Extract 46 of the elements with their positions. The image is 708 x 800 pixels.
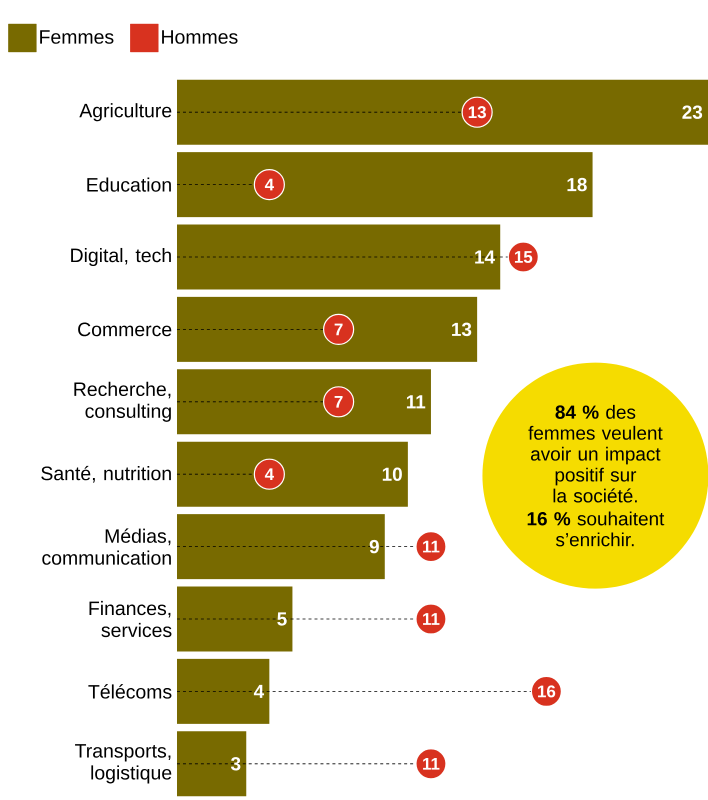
bar bbox=[176, 152, 593, 218]
data-label: 4 bbox=[264, 178, 274, 190]
data-label: 4 bbox=[264, 468, 274, 480]
y-tick-label: Santé, nutrition bbox=[41, 466, 171, 483]
bar bbox=[176, 296, 478, 362]
data-label: 5 bbox=[277, 612, 287, 626]
bar bbox=[176, 731, 246, 796]
y-tick-label: Agriculture bbox=[79, 103, 172, 122]
y-tick-label: Commerce bbox=[78, 322, 172, 336]
data-label: 3 bbox=[230, 757, 240, 771]
bar bbox=[176, 514, 385, 580]
data-label: 4 bbox=[254, 684, 264, 698]
point bbox=[323, 314, 354, 345]
bar bbox=[176, 442, 408, 507]
data-label: 7 bbox=[334, 396, 343, 408]
data-label: 10 bbox=[382, 468, 402, 481]
y-tick-label: Digital, tech bbox=[71, 248, 171, 266]
data-label: 11 bbox=[423, 758, 440, 770]
data-label: 11 bbox=[406, 395, 426, 408]
point bbox=[323, 386, 354, 418]
bar bbox=[176, 80, 708, 145]
data-label: 11 bbox=[423, 540, 440, 552]
annotation: 16 % souhaitent s’enrichir. bbox=[528, 512, 664, 546]
y-tick-label: Recherche, consulting bbox=[74, 382, 171, 422]
data-label: 13 bbox=[452, 322, 472, 336]
data-label: 14 bbox=[475, 250, 495, 264]
bar bbox=[176, 224, 500, 290]
y-tick-label: Médias, communication bbox=[42, 528, 171, 565]
bar bbox=[176, 369, 431, 434]
y-tick-label: Transports, logistique bbox=[75, 744, 172, 784]
data-label: 7 bbox=[334, 324, 343, 336]
y-tick-label: Télécoms bbox=[88, 684, 172, 699]
legend-label: Femmes bbox=[40, 30, 114, 44]
y-tick-label: Finances, services bbox=[90, 600, 172, 638]
annotation: 84 % des femmes veulent avoir un impact positif sur la société. bbox=[528, 404, 663, 503]
data-label: 11 bbox=[423, 613, 440, 625]
bar bbox=[176, 658, 270, 724]
data-label: 18 bbox=[568, 178, 587, 192]
y-tick-label: Education bbox=[87, 177, 171, 192]
data-label: 23 bbox=[682, 105, 702, 119]
data-label: 13 bbox=[468, 106, 486, 118]
data-label: 16 bbox=[538, 685, 556, 698]
data-label: 15 bbox=[514, 251, 532, 263]
legend-label: Hommes bbox=[162, 30, 238, 44]
data-label: 9 bbox=[370, 540, 379, 554]
bar bbox=[176, 586, 292, 652]
